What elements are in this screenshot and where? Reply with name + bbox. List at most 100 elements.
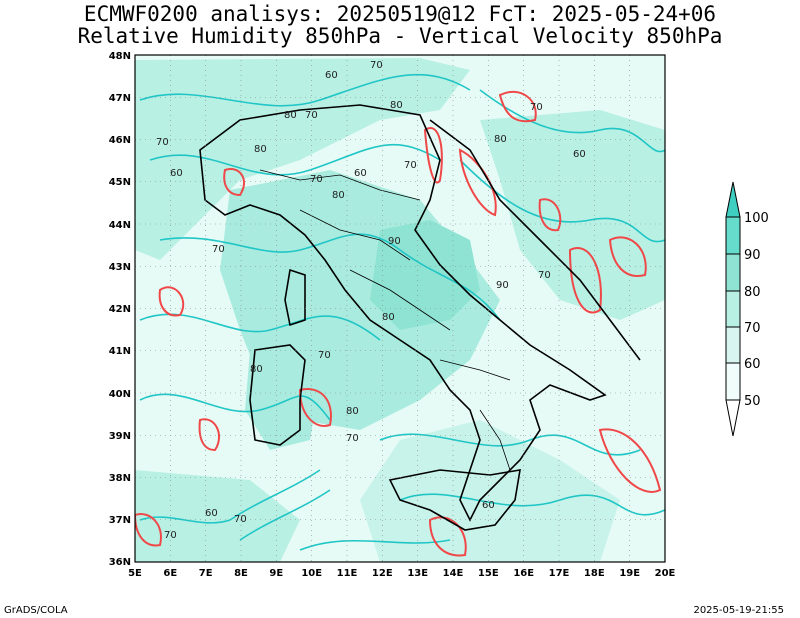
humidity-contour [149,143,441,176]
contour-label-90: 90 [496,280,509,291]
humidity-contour [399,493,665,516]
lon-label-5e: 5E [128,568,142,579]
humidity-contour [159,233,501,321]
velocity-contour [135,513,162,547]
colorbar-segment-80-70 [725,290,741,328]
lat-label-41n: 41N [109,346,131,357]
region-borders [259,169,511,471]
lon-axis: 5E 6E 7E 8E 9E 10E 11E 12E 13E 14E 15E 1… [128,568,675,579]
lat-label-39n: 39N [109,431,131,442]
footer-credit: GrADS/COLA [4,605,68,616]
contour-label-70: 70 [305,110,318,121]
title-line-2: Relative Humidity 850hPa - Vertical Velo… [78,24,723,48]
humidity-area-sardinia [245,345,320,450]
colorbar-segment-60-50 [725,362,741,401]
contour-label-60: 60 [325,70,338,81]
velocity-contour [538,198,562,232]
region-border [479,409,511,471]
lon-label-10e: 10E [301,568,322,579]
velocity-contour [158,286,185,317]
lat-label-45n: 45N [109,177,131,188]
contour-label-60: 60 [170,168,183,179]
lon-label-9e: 9E [269,568,283,579]
contour-label-70: 70 [346,433,359,444]
colorbar-segment-90-80 [725,253,741,292]
contour-label-80: 80 [390,100,403,111]
lon-label-12e: 12E [372,568,393,579]
lat-label-46n: 46N [109,135,131,146]
lon-label-7e: 7E [199,568,213,579]
colorbar-segment-70-60 [725,326,741,364]
colorbar-label-80: 80 [744,285,761,300]
title-line-1: ECMWF0200 analisys: 20250519@12 FcT: 202… [84,2,716,26]
contour-label-70: 70 [310,174,323,185]
humidity-contour [139,73,471,107]
colorbar-bottom-arrow [725,399,741,437]
contour-label-60: 60 [354,168,367,179]
contour-label-80: 80 [332,190,345,201]
humidity-contour [139,393,331,421]
lon-label-6e: 6E [163,568,177,579]
contour-label-70: 70 [156,137,169,148]
humidity-contour [239,489,331,541]
humidity-contour [479,89,665,153]
lat-label-48n: 48N [109,51,131,62]
lon-label-20e: 20E [655,568,676,579]
velocity-contour [423,127,443,184]
lon-label-16e: 16E [513,568,534,579]
contour-label-80: 80 [250,364,263,375]
lon-label-15e: 15E [478,568,499,579]
humidity-contour [139,313,381,341]
contour-label-70: 70 [530,102,543,113]
lat-label-42n: 42N [109,304,131,315]
region-border [259,169,421,201]
contour-label-70: 70 [404,160,417,171]
region-border [439,359,511,381]
region-border [299,209,411,261]
contour-label-90: 90 [388,236,401,247]
contour-label-80: 80 [382,312,395,323]
colorbar-label-50: 50 [744,394,761,409]
lat-label-43n: 43N [109,262,131,273]
velocity-contour [598,428,662,493]
lat-label-40n: 40N [109,389,131,400]
colorbar-label-100: 100 [744,211,769,226]
contour-label-70: 70 [370,60,383,71]
velocity-contour [498,90,537,123]
lat-label-44n: 44N [109,220,131,231]
lat-label-36n: 36N [109,557,131,568]
contour-label-60: 60 [482,500,495,511]
humidity-contour [229,469,321,521]
contour-label-80: 80 [284,110,297,121]
velocity-contour [198,418,220,452]
lon-label-13e: 13E [407,568,428,579]
lon-label-11e: 11E [337,568,358,579]
humidity-area-southwest [135,470,300,562]
velocity-contours [135,90,662,557]
colorbar-label-90: 90 [744,248,761,263]
lat-label-38n: 38N [109,473,131,484]
contour-label-70: 70 [318,350,331,361]
lon-label-18e: 18E [584,568,605,579]
velocity-contour [298,388,332,427]
humidity-contour [379,433,641,456]
contour-label-80: 80 [254,144,267,155]
humidity-contour [299,539,451,551]
lon-label-17e: 17E [549,568,570,579]
sicily-outline [388,469,521,531]
footer-timestamp: 2025-05-19-21:55 [693,605,784,616]
sardinia-outline [249,344,306,446]
velocity-contour [223,168,245,197]
velocity-contour [568,247,602,314]
map-field: 60 70 80 70 60 80 70 80 70 60 80 70 80 7… [135,55,665,562]
map-frame [134,54,666,563]
balkan-coast [429,119,641,361]
colorbar-top-arrow [725,181,741,218]
lon-label-19e: 19E [619,568,640,579]
contour-label-70: 70 [164,530,177,541]
lat-label-37n: 37N [109,515,131,526]
contour-label-80: 80 [494,134,507,145]
contour-label-70: 70 [234,514,247,525]
lat-label-47n: 47N [109,93,131,104]
contour-label-70: 70 [538,270,551,281]
